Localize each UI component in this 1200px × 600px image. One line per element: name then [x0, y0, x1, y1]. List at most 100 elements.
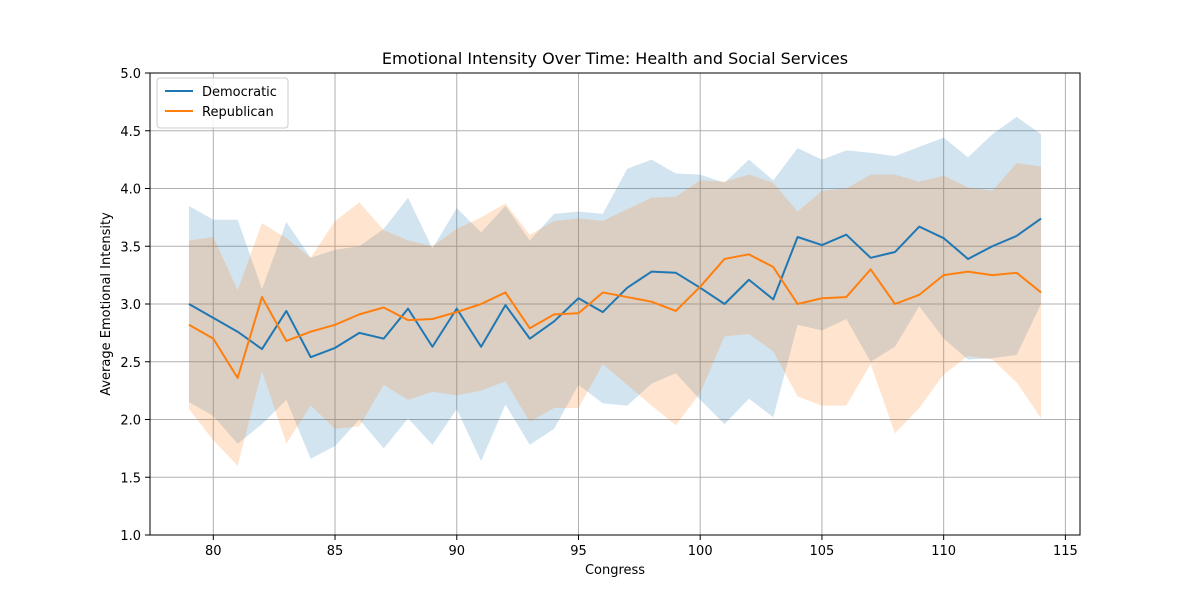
data-point-republican-108 — [893, 302, 897, 306]
y-tick-label-3.5: 3.5 — [120, 240, 141, 255]
data-point-democratic-86 — [357, 331, 361, 335]
data-point-republican-113 — [1015, 271, 1019, 275]
x-tick-label-85: 85 — [327, 544, 344, 559]
data-point-democratic-103 — [771, 297, 775, 301]
data-point-republican-107 — [869, 267, 873, 271]
data-point-democratic-111 — [966, 257, 970, 261]
data-point-democratic-99 — [674, 271, 678, 275]
data-point-democratic-114 — [1039, 217, 1043, 221]
data-point-democratic-87 — [382, 337, 386, 341]
data-point-republican-80 — [211, 337, 215, 341]
legend: Democratic Republican — [156, 77, 289, 129]
data-point-republican-105 — [820, 296, 824, 300]
x-tick-label-90: 90 — [448, 544, 465, 559]
data-point-democratic-89 — [430, 345, 434, 349]
data-point-democratic-88 — [406, 307, 410, 311]
data-point-republican-111 — [966, 270, 970, 274]
data-point-republican-85 — [333, 323, 337, 327]
x-tick-label-100: 100 — [688, 544, 713, 559]
data-point-democratic-102 — [747, 278, 751, 282]
x-tick-label-115: 115 — [1053, 544, 1078, 559]
data-point-republican-87 — [382, 305, 386, 309]
data-point-republican-84 — [309, 330, 313, 334]
confidence-bands — [188, 116, 1042, 466]
data-point-democratic-105 — [820, 243, 824, 247]
chart-title: Emotional Intensity Over Time: Health an… — [382, 49, 848, 68]
y-tick-label-1.5: 1.5 — [120, 471, 141, 486]
data-point-republican-103 — [771, 265, 775, 269]
y-tick-label-3.0: 3.0 — [120, 298, 141, 313]
y-axis-ticks: 1.0 1.5 2.0 2.5 3.0 3.5 4.0 4.5 5.0 — [120, 67, 150, 544]
data-point-republican-83 — [284, 339, 288, 343]
data-point-republican-96 — [601, 290, 605, 294]
data-point-democratic-80 — [211, 316, 215, 320]
x-tick-label-105: 105 — [810, 544, 835, 559]
data-point-republican-106 — [844, 295, 848, 299]
data-point-republican-99 — [674, 309, 678, 313]
series-line-democratic — [188, 217, 1042, 359]
band-democratic — [188, 116, 1042, 462]
legend-label-republican: Republican — [202, 105, 274, 120]
data-point-republican-93 — [528, 326, 532, 330]
data-point-democratic-94 — [552, 319, 556, 323]
y-tick-label-2.0: 2.0 — [120, 414, 141, 429]
data-point-democratic-104 — [796, 235, 800, 239]
data-point-democratic-106 — [844, 233, 848, 237]
data-point-republican-114 — [1039, 290, 1043, 294]
data-point-republican-81 — [236, 376, 240, 380]
x-tick-label-110: 110 — [931, 544, 956, 559]
data-point-democratic-83 — [284, 309, 288, 313]
series-lines — [187, 217, 1043, 380]
data-point-republican-88 — [406, 318, 410, 322]
data-point-democratic-109 — [917, 225, 921, 229]
series-line-republican — [188, 253, 1042, 379]
data-point-republican-102 — [747, 252, 751, 256]
data-point-democratic-84 — [309, 355, 313, 359]
x-axis-ticks: 80 85 90 95 100 105 110 115 — [205, 535, 1078, 559]
data-point-democratic-97 — [625, 286, 629, 290]
data-point-democratic-82 — [260, 347, 264, 351]
data-point-republican-86 — [357, 312, 361, 316]
legend-label-democratic: Democratic — [202, 85, 277, 100]
data-point-republican-98 — [650, 300, 654, 304]
x-axis-label: Congress — [585, 563, 645, 578]
x-tick-label-80: 80 — [205, 544, 222, 559]
data-point-republican-104 — [796, 302, 800, 306]
data-point-democratic-81 — [236, 330, 240, 334]
data-point-republican-112 — [990, 273, 994, 277]
data-point-republican-95 — [576, 311, 580, 315]
data-point-republican-109 — [917, 293, 921, 297]
data-point-republican-79 — [187, 323, 191, 327]
data-point-democratic-95 — [576, 296, 580, 300]
data-point-democratic-107 — [869, 256, 873, 260]
data-point-democratic-113 — [1015, 234, 1019, 238]
data-point-democratic-108 — [893, 250, 897, 254]
data-point-democratic-112 — [990, 244, 994, 248]
data-point-republican-100 — [698, 285, 702, 289]
data-point-democratic-96 — [601, 310, 605, 314]
data-point-democratic-85 — [333, 346, 337, 350]
y-axis-label: Average Emotional Intensity — [99, 212, 114, 396]
data-point-republican-92 — [503, 290, 507, 294]
data-point-republican-94 — [552, 312, 556, 316]
data-point-democratic-98 — [650, 270, 654, 274]
data-point-democratic-101 — [723, 302, 727, 306]
data-point-republican-101 — [723, 257, 727, 261]
data-point-democratic-110 — [942, 236, 946, 240]
data-point-republican-89 — [430, 317, 434, 321]
data-point-republican-110 — [942, 273, 946, 277]
data-point-democratic-79 — [187, 302, 191, 306]
y-tick-label-4.5: 4.5 — [120, 125, 141, 140]
y-tick-label-2.5: 2.5 — [120, 356, 141, 371]
data-point-republican-90 — [455, 310, 459, 314]
data-point-republican-82 — [260, 295, 264, 299]
band-republican — [188, 163, 1042, 466]
data-point-republican-97 — [625, 295, 629, 299]
y-tick-label-1.0: 1.0 — [120, 529, 141, 544]
data-point-democratic-91 — [479, 345, 483, 349]
data-point-democratic-90 — [455, 307, 459, 311]
data-point-republican-91 — [479, 302, 483, 306]
x-tick-label-95: 95 — [570, 544, 587, 559]
data-point-democratic-92 — [503, 303, 507, 307]
data-point-democratic-93 — [528, 337, 532, 341]
